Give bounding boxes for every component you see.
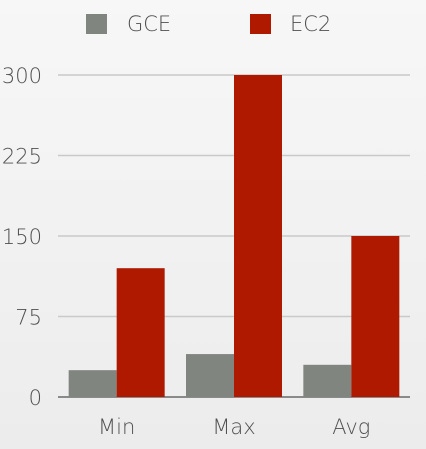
y-axis-ticks: 0 75 150 225 300 — [2, 64, 42, 410]
y-tick-label-225: 225 — [2, 145, 42, 169]
y-tick-label-150: 150 — [2, 225, 42, 249]
x-label-avg: Avg — [332, 415, 370, 439]
y-tick-label-300: 300 — [2, 64, 42, 88]
x-label-max: Max — [212, 415, 255, 439]
legend-label-gce: GCE — [127, 12, 171, 36]
x-label-min: Min — [98, 415, 135, 439]
bar-gce-min — [68, 370, 117, 397]
bar-gce-max — [186, 354, 234, 397]
bar-ec2-min — [116, 268, 165, 397]
y-tick-label-75: 75 — [15, 306, 42, 330]
legend: GCE EC2 — [86, 12, 331, 36]
y-tick-label-0: 0 — [29, 386, 42, 410]
bar-ec2-avg — [351, 236, 400, 397]
bar-gce-avg — [303, 364, 352, 397]
bar-ec2-max — [234, 75, 282, 397]
bars — [68, 75, 400, 397]
legend-label-ec2: EC2 — [290, 12, 331, 36]
legend-swatch-gce — [86, 14, 107, 34]
legend-swatch-ec2 — [250, 14, 271, 34]
x-axis-labels: Min Max Avg — [98, 415, 370, 439]
